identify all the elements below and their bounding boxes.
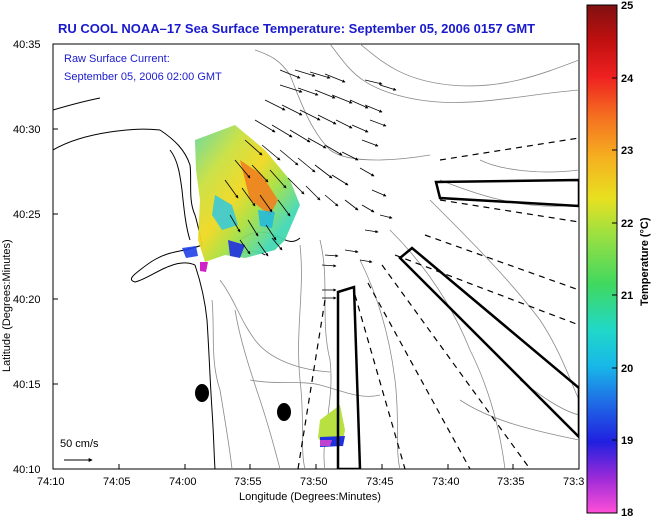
x-tick-label: 73:50 <box>300 476 328 488</box>
colorbar-ticks <box>612 77 617 441</box>
figure-title: RU COOL NOAA–17 Sea Surface Temperature:… <box>58 21 535 36</box>
colorbar-tick-label: 23 <box>621 145 633 157</box>
buoy-marker <box>195 384 209 402</box>
y-tick-label: 40:35 <box>13 39 41 51</box>
y-axis-ticks <box>53 43 58 470</box>
colorbar-tick-labels: 25 24 23 22 21 20 19 18 <box>621 0 634 518</box>
colorbar-tick-label: 22 <box>621 218 633 230</box>
x-axis-ticks <box>52 464 514 469</box>
shipping-lanes <box>336 178 579 469</box>
current-label-line2: September 05, 2006 02:00 GMT <box>64 71 222 83</box>
y-tick-label: 40:10 <box>13 464 41 476</box>
y-tick-label: 40:25 <box>13 209 41 221</box>
x-tick-label: 73:45 <box>366 476 394 488</box>
sst-swath <box>182 125 345 447</box>
current-label-line1: Raw Surface Current: <box>64 53 170 65</box>
colorbar-tick-label: 18 <box>621 507 633 518</box>
x-tick-label: 74:10 <box>37 476 65 488</box>
colorbar-tick-label: 20 <box>621 363 633 375</box>
colorbar-tick-label: 25 <box>621 0 633 12</box>
y-tick-label: 40:30 <box>13 124 41 136</box>
x-tick-label: 73:55 <box>234 476 262 488</box>
colorbar-tick-label: 21 <box>621 290 633 302</box>
buoy-marker <box>277 403 291 421</box>
y-axis-tick-labels: 40:35 40:30 40:25 40:20 40:15 40:10 <box>13 39 41 476</box>
colorbar-tick-label: 19 <box>621 435 633 447</box>
x-tick-label: 73:3 <box>563 476 584 488</box>
colorbar <box>586 4 618 514</box>
plot-frame <box>52 43 580 470</box>
colorbar-label: Temperature (°C) <box>639 217 651 306</box>
x-tick-label: 73:35 <box>497 476 525 488</box>
y-tick-label: 40:15 <box>13 379 41 391</box>
x-axis-label: Longitude (Degrees:Minutes) <box>239 491 381 503</box>
x-tick-label: 73:40 <box>432 476 460 488</box>
x-tick-label: 74:05 <box>103 476 131 488</box>
y-tick-label: 40:20 <box>13 294 41 306</box>
coastline <box>53 97 301 469</box>
x-axis-tick-labels: 74:10 74:05 74:00 73:55 73:50 73:45 73:4… <box>37 476 584 488</box>
dashed-boundaries <box>297 137 579 469</box>
colorbar-tick-label: 24 <box>621 73 634 85</box>
scale-label: 50 cm/s <box>60 438 99 450</box>
y-axis-label: Latitude (Degrees:Minutes) <box>1 239 13 372</box>
surface-current-vectors <box>224 69 397 300</box>
x-tick-label: 74:00 <box>169 476 197 488</box>
bathymetry-contours <box>211 44 579 469</box>
